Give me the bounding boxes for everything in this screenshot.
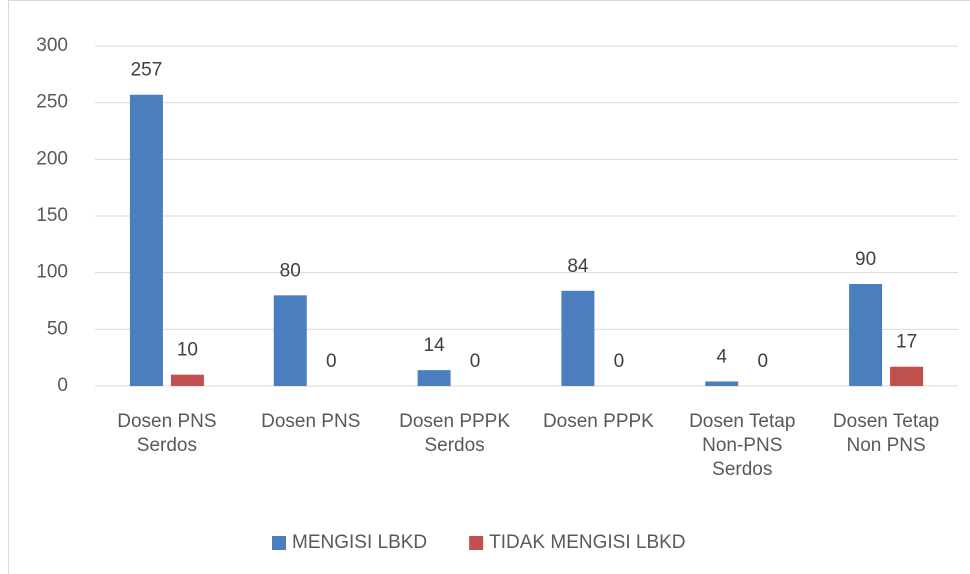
data-label: 0 — [757, 351, 768, 372]
chart-frame — [8, 0, 970, 574]
x-tick-label: Dosen PNS Serdos — [117, 411, 217, 456]
y-tick-label: 300 — [36, 35, 68, 56]
data-label: 0 — [470, 351, 481, 372]
y-tick-label: 100 — [36, 262, 68, 283]
bar — [849, 284, 883, 386]
data-label: 0 — [614, 351, 625, 372]
y-tick-label: 250 — [36, 92, 68, 113]
x-tick-label: Dosen PPPK Serdos — [399, 411, 511, 456]
data-label: 0 — [326, 351, 337, 372]
bar — [129, 94, 163, 386]
legend-swatch — [272, 536, 286, 550]
legend-label: MENGISI LBKD — [292, 532, 427, 553]
bar — [890, 366, 924, 386]
bar — [561, 290, 595, 386]
data-label: 90 — [855, 249, 876, 270]
y-tick-label: 200 — [36, 148, 68, 169]
x-tick-label: Dosen PNS — [261, 411, 361, 432]
data-label: 4 — [716, 346, 727, 367]
x-tick-label: Dosen Tetap Non PNS — [832, 411, 940, 456]
data-label: 80 — [280, 260, 301, 281]
data-label: 10 — [177, 340, 198, 361]
data-label: 257 — [131, 60, 163, 81]
bar — [273, 295, 307, 386]
y-tick-label: 0 — [57, 375, 68, 396]
x-tick-label: Dosen Tetap Non-PNS Serdos — [689, 411, 796, 480]
bar — [417, 370, 451, 386]
bar — [170, 374, 204, 386]
bar — [705, 381, 739, 386]
y-tick-label: 150 — [36, 205, 68, 226]
data-label: 17 — [896, 332, 917, 353]
x-tick-label: Dosen PPPK — [542, 411, 654, 432]
legend-label: TIDAK MENGISI LBKD — [489, 532, 685, 553]
y-tick-label: 50 — [47, 318, 68, 339]
data-label: 84 — [567, 256, 589, 277]
data-label: 14 — [424, 335, 446, 356]
legend-swatch — [469, 536, 484, 550]
